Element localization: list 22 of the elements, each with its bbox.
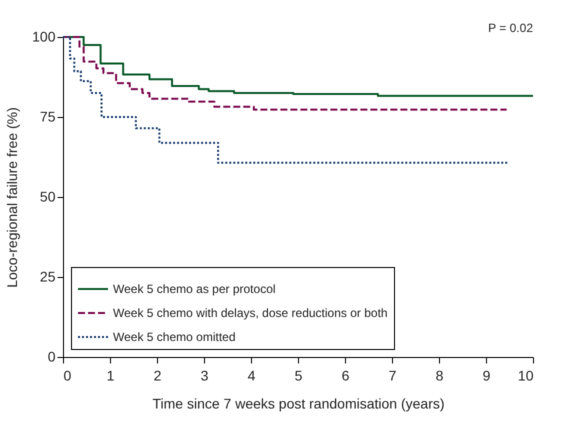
x-tick-label: 0 — [64, 368, 72, 384]
x-axis-title: Time since 7 weeks post randomisation (years) — [152, 396, 445, 412]
y-axis-title: Loco-regional failure free (%) — [4, 107, 20, 288]
x-tick-label: 1 — [106, 368, 115, 384]
y-tick-label: 25 — [40, 268, 56, 284]
y-tick-label: 50 — [40, 188, 56, 204]
x-tick-label: 7 — [388, 368, 397, 384]
x-tick-label: 2 — [154, 368, 162, 384]
x-tick-label: 8 — [436, 368, 444, 384]
legend-label: Week 5 chemo as per protocol — [113, 282, 276, 296]
legend-label: Week 5 chemo omitted — [113, 330, 236, 344]
text: P = 0.02 — [488, 21, 534, 35]
legend-label: Week 5 chemo with delays, dose reductions or both — [113, 306, 388, 320]
y-tick-label: 75 — [40, 108, 56, 124]
x-tick-label: 6 — [342, 368, 350, 384]
x-tick-label: 10 — [518, 368, 534, 384]
y-tick-label: 100 — [32, 28, 56, 44]
y-tick-label: 0 — [48, 348, 56, 364]
x-tick-label: 9 — [482, 368, 491, 384]
x-tick-label: 3 — [200, 368, 209, 384]
x-tick-label: 4 — [248, 368, 256, 384]
x-tick-label: 5 — [294, 368, 303, 384]
